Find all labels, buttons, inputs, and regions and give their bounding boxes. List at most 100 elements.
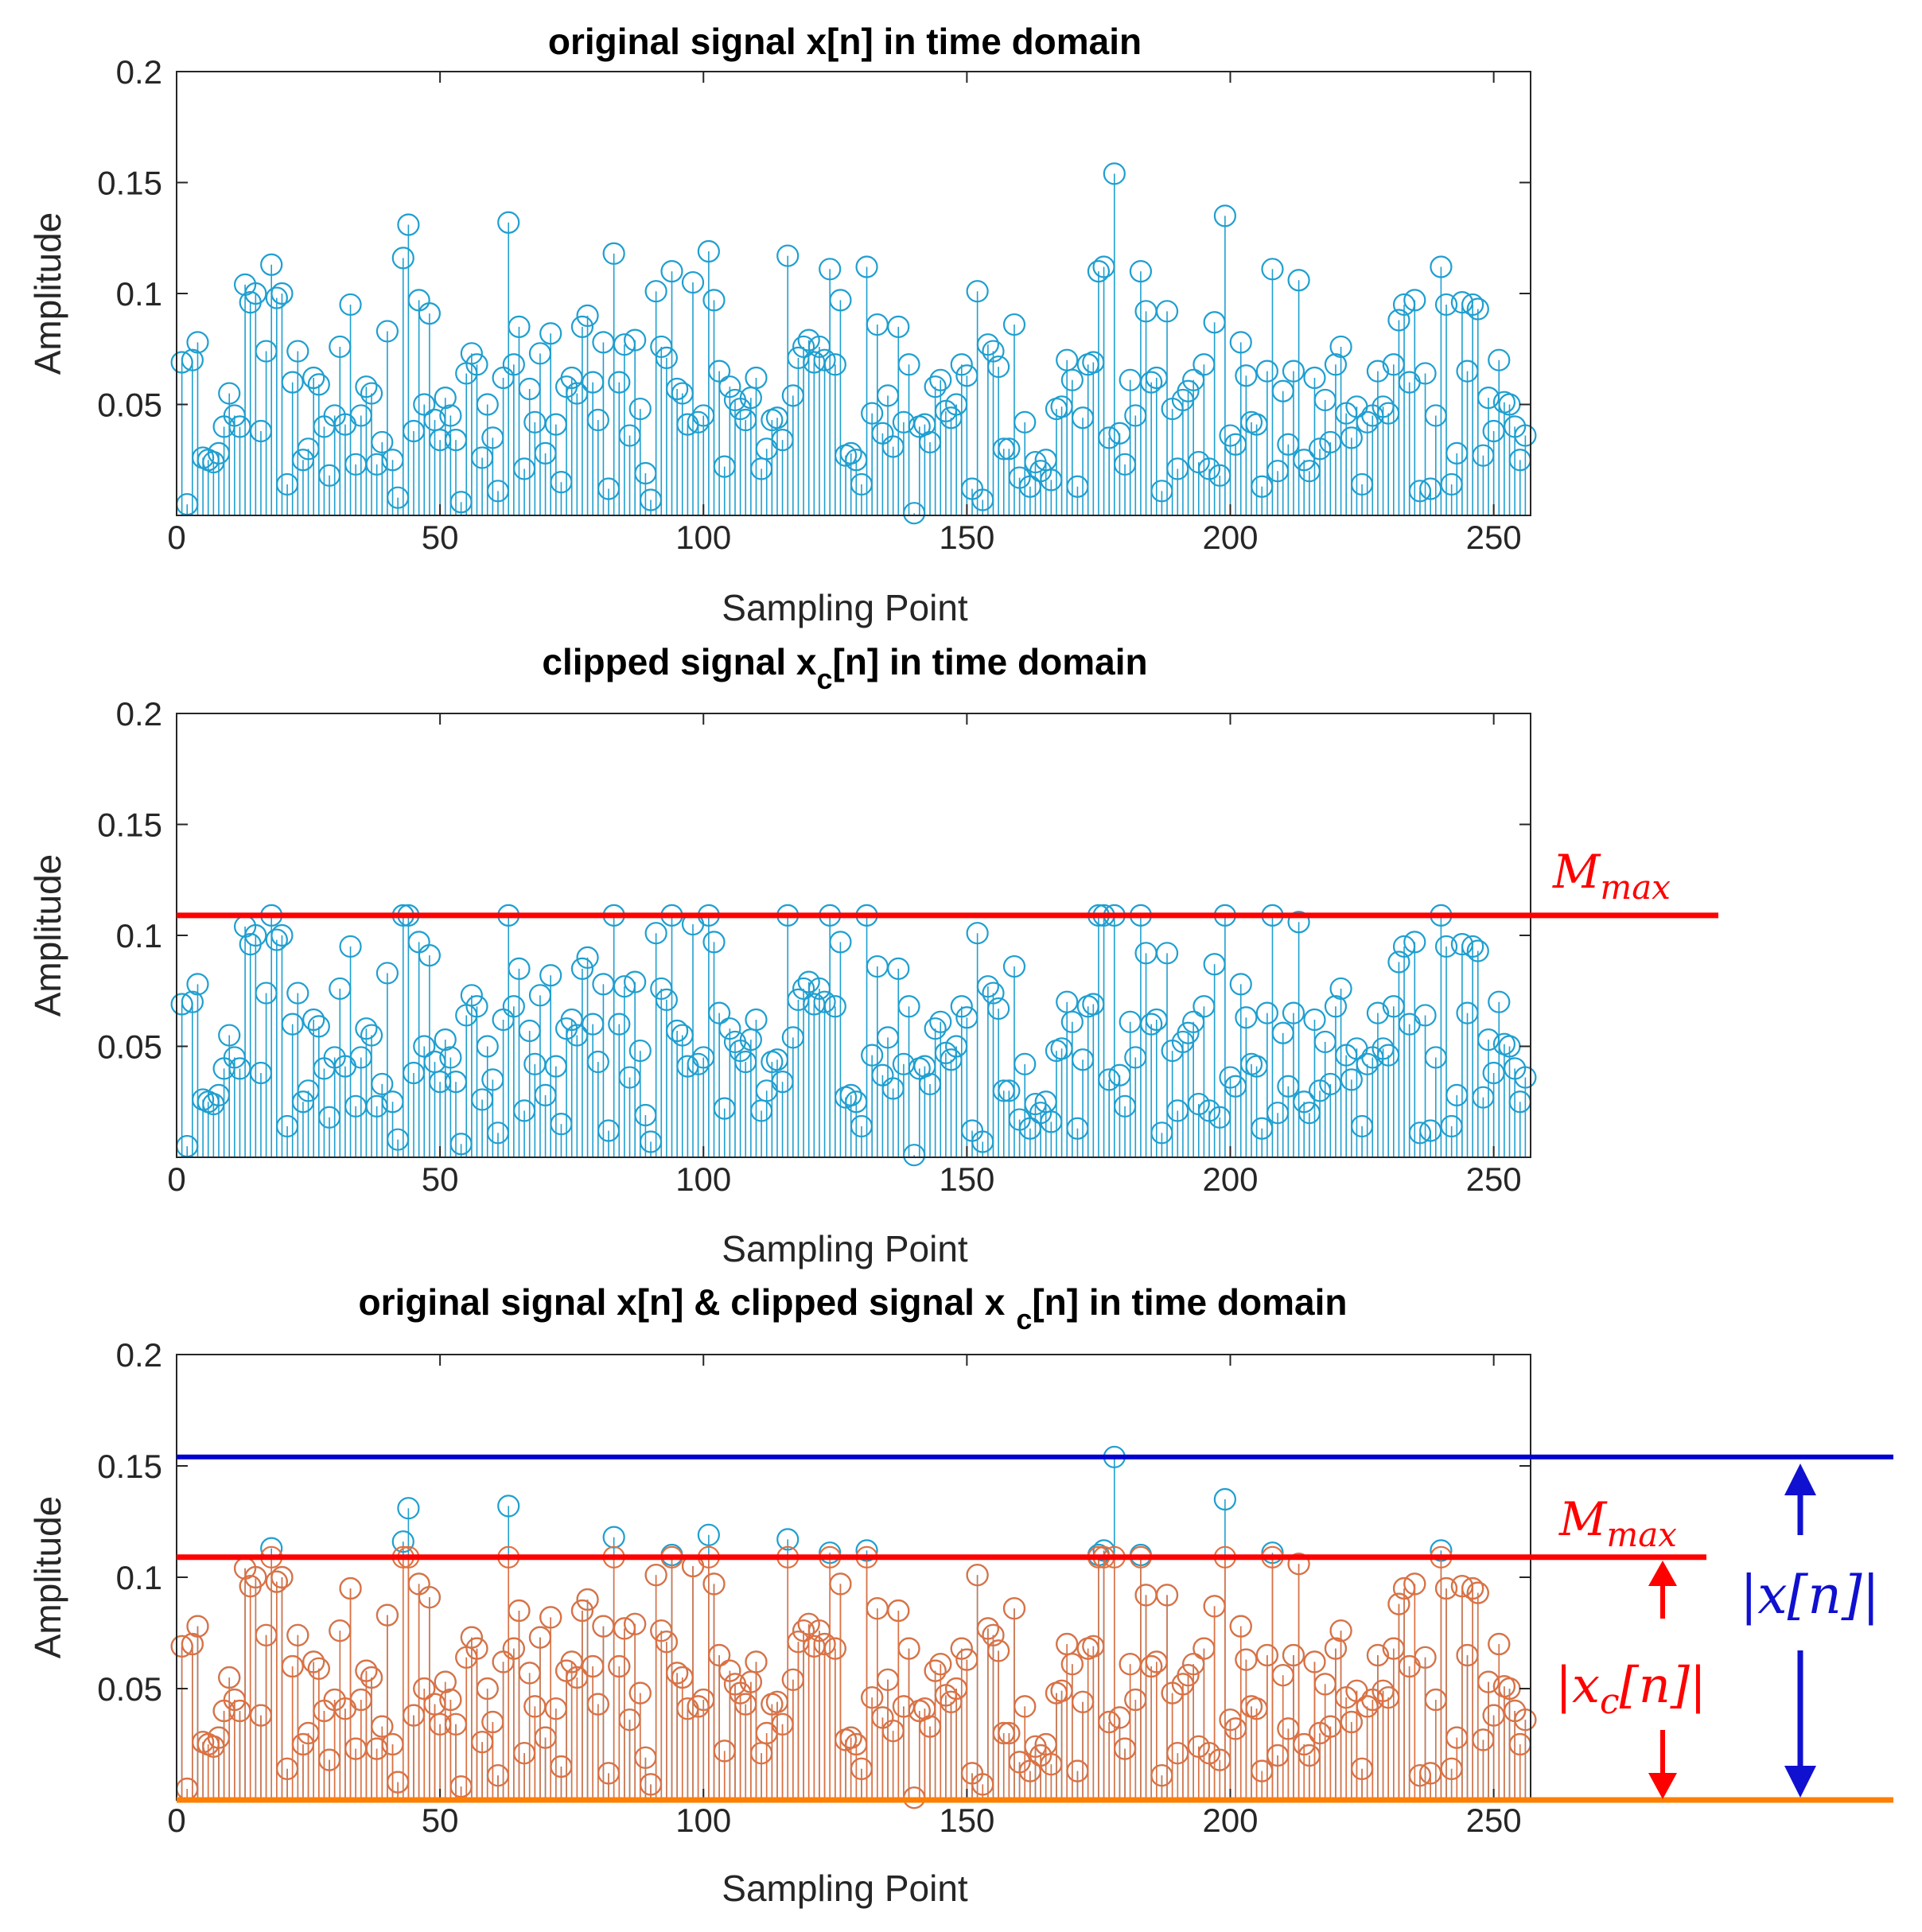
stem-marker xyxy=(813,1632,836,1656)
stem-marker xyxy=(1414,1004,1437,1027)
stem-marker xyxy=(371,1715,394,1738)
stem-marker xyxy=(539,964,562,987)
stem-marker xyxy=(476,1677,499,1701)
stem-marker xyxy=(181,348,204,371)
stem-marker xyxy=(1466,1581,1489,1604)
stem-marker xyxy=(655,346,678,370)
stem-marker xyxy=(829,289,852,312)
stem-marker xyxy=(460,1626,483,1649)
stem-marker xyxy=(976,333,999,356)
stem-marker xyxy=(823,1637,846,1660)
stem-marker xyxy=(998,1721,1021,1745)
stem-marker xyxy=(861,1686,884,1709)
stem-marker xyxy=(1514,424,1537,447)
stem-marker xyxy=(681,270,705,294)
stem-marker xyxy=(1303,1008,1326,1032)
y-tick-label: 0.15 xyxy=(97,165,162,202)
stem-marker xyxy=(307,373,330,396)
x-tick-label: 150 xyxy=(939,1160,994,1198)
stem-marker xyxy=(1140,1013,1163,1036)
stem-marker xyxy=(998,1079,1021,1102)
panel-original-ylabel: Amplitude xyxy=(27,212,68,375)
stem-marker xyxy=(355,1659,378,1682)
stem-marker xyxy=(460,984,483,1007)
panel-overlay-title-sub: c xyxy=(1016,1303,1032,1335)
stem-marker xyxy=(998,437,1021,461)
stem-marker xyxy=(391,247,414,270)
stem-marker xyxy=(1229,973,1252,996)
stem-marker xyxy=(792,335,815,359)
stem-marker xyxy=(1060,1653,1084,1676)
stem-marker xyxy=(570,957,594,980)
stem-marker xyxy=(1488,348,1511,371)
stem-marker xyxy=(397,1497,420,1520)
stem-marker xyxy=(655,988,678,1012)
stem-marker xyxy=(1387,309,1410,332)
stem-marker xyxy=(339,935,362,958)
stem-marker xyxy=(439,404,462,427)
stem-marker xyxy=(502,353,525,376)
stem-marker xyxy=(1450,291,1474,314)
stem-marker xyxy=(929,1010,952,1033)
stem-marker xyxy=(1303,1650,1326,1673)
panel-overlay-xlabel: Sampling Point xyxy=(722,1868,968,1909)
stem-marker xyxy=(829,1572,852,1596)
stem-marker xyxy=(286,982,309,1005)
stem-marker xyxy=(218,1666,241,1689)
stem-marker xyxy=(745,366,768,390)
stem-marker xyxy=(307,1657,330,1680)
stem-marker xyxy=(839,1726,862,1749)
panel-overlay-title: original signal x[n] & clipped signal x c… xyxy=(359,1281,1348,1335)
stem-marker xyxy=(660,260,683,283)
panel-overlay-title-main: original signal x[n] & clipped signal x xyxy=(359,1281,1006,1323)
stem-marker xyxy=(924,375,947,398)
stem-marker xyxy=(260,253,283,276)
x-tick-label: 150 xyxy=(939,1802,994,1839)
x-tick-label: 250 xyxy=(1466,1802,1522,1839)
stem-marker xyxy=(218,1024,241,1047)
panel-original-ticks: 0 50 100 150 200 250 0.05 0.1 0.15 0.2 xyxy=(97,53,1531,556)
stem-marker xyxy=(418,302,441,325)
stem-marker xyxy=(855,255,878,278)
stem-marker xyxy=(497,1495,520,1518)
x-tick-label: 50 xyxy=(422,519,459,556)
stem-marker xyxy=(644,922,667,945)
stem-marker xyxy=(434,387,457,410)
xc-magnitude-label: |xc[n]| xyxy=(1555,1656,1706,1722)
stem-marker xyxy=(1403,931,1426,954)
stem-marker xyxy=(265,1570,288,1593)
stem-marker xyxy=(1414,1646,1437,1669)
stem-marker xyxy=(628,1681,652,1705)
panel-overlay-title-tail: [n] in time domain xyxy=(1032,1281,1347,1323)
stem-marker xyxy=(1229,1615,1252,1638)
stem-marker xyxy=(1002,313,1026,336)
stem-marker xyxy=(570,315,594,338)
stem-marker xyxy=(1282,360,1305,383)
stem-marker xyxy=(286,340,309,363)
stem-marker xyxy=(813,348,836,371)
stem-marker xyxy=(608,371,631,394)
stem-marker xyxy=(1366,360,1390,383)
stem-marker xyxy=(476,393,499,416)
stem-marker xyxy=(508,1599,531,1623)
stem-marker xyxy=(508,957,531,980)
stem-marker xyxy=(897,353,920,376)
panel-overlay-ticks: 0 50 100 150 200 250 0.05 0.1 0.15 0.2 xyxy=(97,1336,1531,1839)
stem-marker xyxy=(1177,1021,1200,1044)
stem-marker xyxy=(586,408,609,432)
stem-marker xyxy=(371,1072,394,1096)
stem-marker xyxy=(1466,939,1489,962)
stem-marker xyxy=(966,922,989,945)
stem-marker xyxy=(360,382,383,405)
stem-marker xyxy=(1060,368,1084,391)
stem-marker xyxy=(1235,1648,1258,1671)
stem-marker xyxy=(465,995,488,1018)
x-tick-label: 0 xyxy=(167,1160,185,1198)
stem-marker xyxy=(745,1650,768,1673)
stem-marker xyxy=(1014,410,1037,433)
stem-marker xyxy=(1235,1006,1258,1029)
stem-marker xyxy=(1014,1052,1037,1075)
x-tick-label: 50 xyxy=(422,1802,459,1839)
stem-marker xyxy=(624,328,647,352)
y-tick-label: 0.15 xyxy=(97,1448,162,1485)
